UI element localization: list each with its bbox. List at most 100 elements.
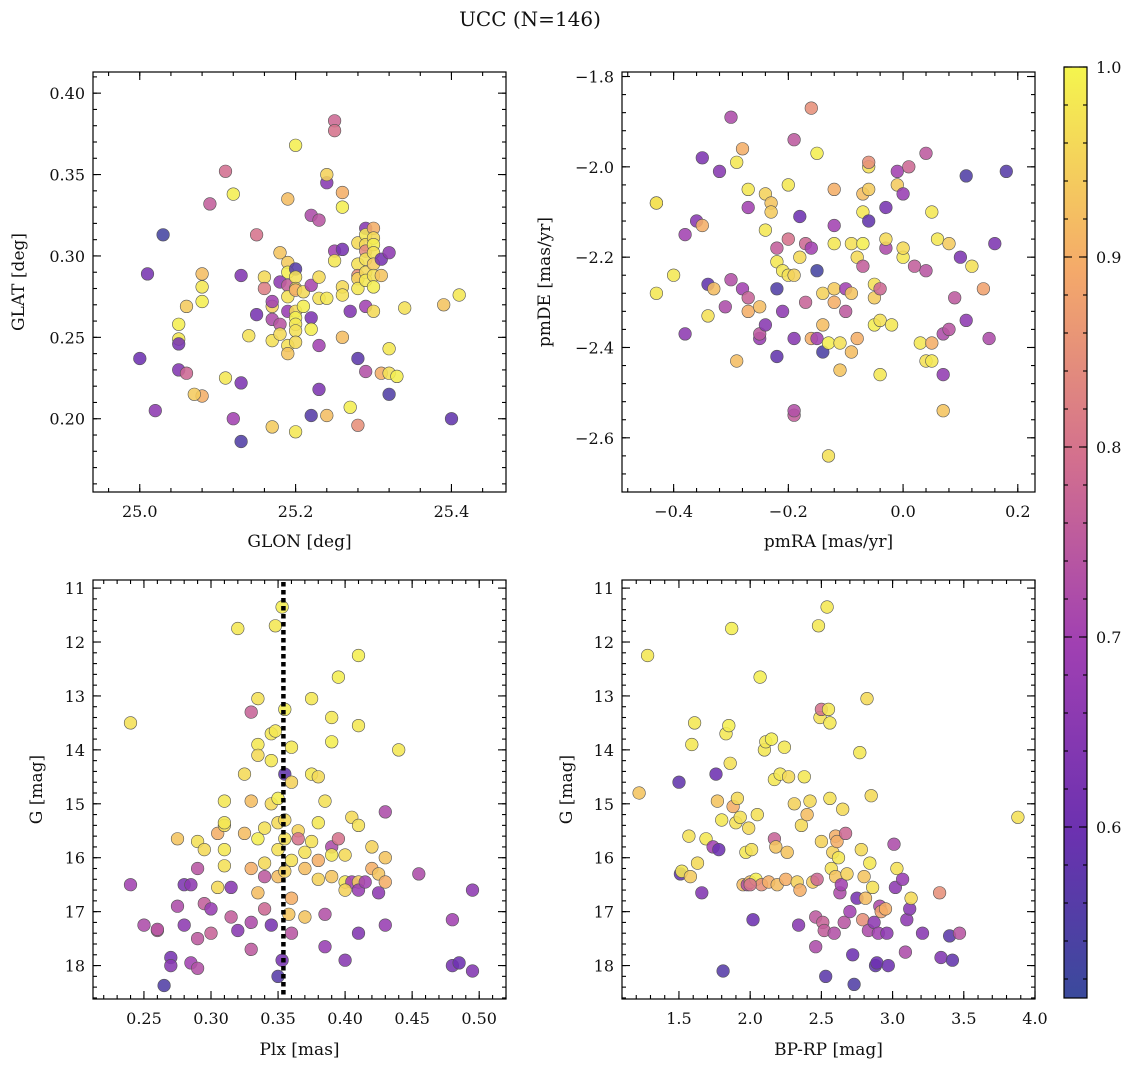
data-point bbox=[936, 404, 950, 418]
data-point bbox=[853, 745, 867, 760]
data-point bbox=[781, 232, 795, 246]
data-point bbox=[258, 902, 272, 916]
data-point bbox=[932, 886, 947, 900]
data-point bbox=[351, 648, 366, 663]
data-point bbox=[179, 299, 194, 314]
data-point bbox=[952, 926, 967, 940]
data-point bbox=[976, 282, 991, 296]
data-point bbox=[398, 301, 412, 315]
data-point bbox=[374, 268, 388, 283]
panel-plx-gmag: 0.25 0.30 0.35 0.40 0.45 0.50 11 12 13 14 15 16 17 18… bbox=[27, 579, 507, 1060]
data-point bbox=[172, 337, 186, 351]
data-point bbox=[913, 336, 927, 350]
data-point bbox=[780, 845, 794, 859]
data-point bbox=[988, 237, 1002, 251]
data-point bbox=[862, 214, 876, 228]
data-point bbox=[833, 336, 847, 350]
data-point bbox=[775, 304, 790, 319]
x-tick-label: 0.30 bbox=[193, 1009, 229, 1028]
data-point bbox=[191, 861, 205, 876]
data-point bbox=[690, 856, 705, 870]
data-point bbox=[258, 856, 272, 870]
data-point bbox=[264, 918, 278, 932]
data-point bbox=[707, 282, 721, 296]
y-tick-label: 0.40 bbox=[49, 84, 85, 103]
data-point bbox=[803, 794, 817, 808]
x-axis-label: GLON [deg] bbox=[247, 532, 351, 552]
data-point bbox=[305, 691, 319, 706]
data-point bbox=[217, 842, 231, 857]
data-point bbox=[797, 770, 811, 784]
data-point bbox=[770, 349, 784, 364]
data-point bbox=[382, 387, 396, 401]
data-point bbox=[781, 770, 796, 784]
data-point bbox=[672, 775, 686, 789]
data-point bbox=[452, 956, 466, 970]
data-point bbox=[833, 363, 847, 377]
x-axis-label: Plx [mas] bbox=[259, 1040, 339, 1060]
panel-glon-glat: 25.0 25.2 25.4 0.20 0.25 0.30 0.35 0.40 GLON [de… bbox=[9, 71, 507, 552]
data-point bbox=[311, 770, 325, 784]
data-point bbox=[948, 291, 962, 305]
data-point bbox=[335, 330, 350, 344]
colorbar-tick-label: 0.9 bbox=[1096, 248, 1121, 267]
data-point bbox=[863, 856, 877, 870]
y-tick-label: 15 bbox=[65, 795, 85, 814]
panel-pmra-pmde: −0.4 −0.2 0.0 0.2 −2.6 −2.4 −2.2 −2.0 −1.8 pmRA [… bbox=[535, 68, 1036, 552]
data-point bbox=[695, 218, 709, 233]
y-tick-label: 16 bbox=[594, 849, 614, 868]
data-point bbox=[862, 182, 876, 196]
data-point bbox=[445, 913, 460, 927]
data-point bbox=[264, 753, 278, 768]
data-point bbox=[289, 335, 303, 349]
data-point bbox=[237, 767, 252, 781]
data-point bbox=[854, 842, 868, 857]
data-point bbox=[919, 146, 933, 160]
data-point bbox=[312, 270, 326, 284]
data-point bbox=[678, 327, 692, 341]
data-point bbox=[325, 710, 339, 725]
data-point bbox=[351, 351, 365, 366]
plot-frame bbox=[621, 579, 1036, 1000]
y-tick-label: 12 bbox=[594, 633, 614, 652]
data-point bbox=[251, 748, 265, 762]
data-point bbox=[281, 347, 295, 361]
y-axis-label: GLAT [deg] bbox=[9, 233, 29, 331]
data-point bbox=[296, 299, 311, 314]
data-point bbox=[959, 313, 973, 328]
data-point bbox=[746, 913, 760, 927]
data-point bbox=[123, 878, 138, 892]
data-point bbox=[1011, 810, 1025, 824]
data-point bbox=[338, 848, 352, 862]
data-point bbox=[343, 400, 357, 414]
data-point bbox=[753, 300, 767, 314]
data-point bbox=[804, 101, 818, 115]
data-point bbox=[764, 732, 779, 746]
data-point bbox=[764, 205, 778, 219]
data-point bbox=[718, 300, 732, 314]
data-point bbox=[896, 241, 910, 255]
scatter-points bbox=[649, 101, 1013, 463]
data-point bbox=[873, 313, 887, 328]
data-point bbox=[289, 138, 303, 152]
y-tick-label: 17 bbox=[65, 903, 85, 922]
y-tick-label: 16 bbox=[65, 849, 85, 868]
data-point bbox=[157, 978, 171, 993]
data-point bbox=[864, 789, 878, 803]
data-point bbox=[359, 364, 373, 379]
data-point bbox=[640, 648, 655, 663]
data-point bbox=[318, 940, 332, 954]
data-point bbox=[821, 336, 836, 350]
x-tick-label: 4.0 bbox=[1022, 1009, 1047, 1028]
data-point bbox=[195, 294, 209, 309]
data-point bbox=[195, 267, 209, 281]
x-axis-label: BP-RP [mag] bbox=[774, 1040, 883, 1060]
data-point bbox=[284, 740, 299, 754]
data-point bbox=[810, 264, 824, 278]
x-tick-label: 25.2 bbox=[278, 502, 314, 521]
data-point bbox=[250, 308, 264, 322]
data-point bbox=[741, 304, 755, 319]
data-point bbox=[331, 832, 346, 846]
data-point bbox=[257, 270, 272, 284]
